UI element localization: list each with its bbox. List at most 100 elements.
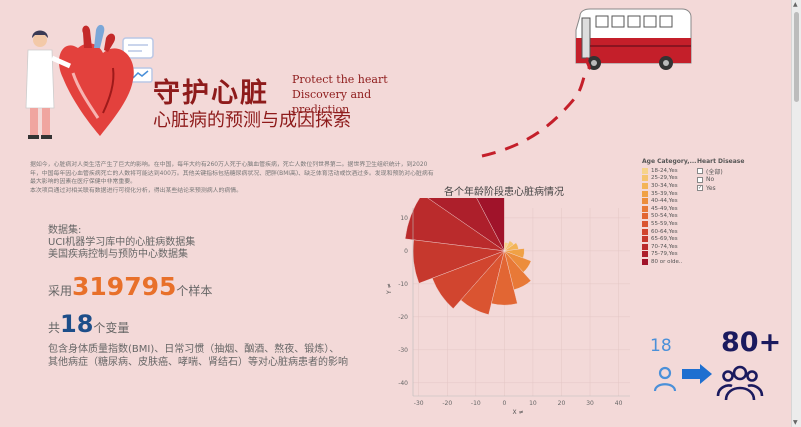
- dataset-stats: 数据集: UCI机器学习库中的心脏病数据集 美国疾病控制与预防中心数据集 采用3…: [48, 224, 428, 368]
- checkbox-checked[interactable]: ✓: [697, 185, 703, 192]
- legend-swatch: [642, 205, 648, 212]
- big-count: 80+: [721, 327, 782, 358]
- filter-option-label: (全部): [706, 168, 723, 176]
- y-tick-label: -10: [398, 281, 408, 288]
- chart-wedge-25-29-yes[interactable]: [504, 240, 515, 252]
- title-en-line2: Discovery and prediction: [292, 88, 372, 116]
- legend-label: 65-69,Yes: [651, 236, 678, 243]
- legend-swatch: [642, 182, 648, 189]
- filter-title: Heart Disease: [697, 158, 745, 165]
- chart-wedge-40-44-yes[interactable]: [504, 250, 532, 273]
- legend-label: 60-64,Yes: [651, 228, 678, 235]
- age-legend: Age Category,... 18-24,Yes 25-29,Yes 30-34…: [642, 158, 696, 266]
- chart-wedge-45-49-yes[interactable]: [504, 250, 532, 290]
- y-axis-label: Y ≠: [386, 283, 393, 295]
- legend-item[interactable]: 45-49,Yes: [642, 205, 696, 213]
- chart-wedges[interactable]: [404, 198, 532, 315]
- legend-swatch: [642, 228, 648, 235]
- legend-item[interactable]: 40-44,Yes: [642, 197, 696, 205]
- legend-item[interactable]: 35-39,Yes: [642, 190, 696, 198]
- legend-item[interactable]: 25-29,Yes: [642, 175, 696, 183]
- age-polar-chart[interactable]: -30 -20 -10 0 10 20 30 40 10 0 -10 -20 -30 -40 Y ≠ X …: [385, 198, 635, 418]
- legend-item[interactable]: 50-54,Yes: [642, 213, 696, 221]
- person-icon: [653, 366, 677, 392]
- chart-wedge-60-64-yes[interactable]: [432, 250, 505, 309]
- legend-item[interactable]: 18-24,Yes: [642, 167, 696, 175]
- var-prefix: 共: [48, 321, 61, 335]
- dataset-label: 数据集:: [48, 225, 82, 236]
- scroll-down-icon[interactable]: ▼: [793, 419, 798, 426]
- scroll-thumb[interactable]: [794, 12, 799, 102]
- legend-swatch: [642, 175, 648, 182]
- sample-suffix: 个样本: [176, 284, 213, 298]
- legend-swatch: [642, 213, 648, 220]
- x-tick-label: -20: [442, 400, 452, 407]
- scroll-up-icon[interactable]: ▲: [793, 1, 798, 8]
- x-tick-label: -30: [414, 400, 424, 407]
- legend-label: 80 or olde..: [651, 258, 683, 265]
- filter-option-all[interactable]: (全部): [697, 167, 744, 176]
- variable-count-row: 共18个变量: [48, 310, 129, 338]
- legend-label: 30-34,Yes: [651, 182, 678, 189]
- legend-swatch: [642, 198, 648, 205]
- variable-desc-line2: 其他病症（糖尿病、皮肤癌、哮喘、肾结石）等对心脏病患者的影响: [48, 356, 348, 368]
- checkbox[interactable]: [697, 168, 703, 175]
- filter-option-yes[interactable]: ✓ Yes: [697, 184, 744, 193]
- page-title: 守护心脏: [153, 78, 269, 109]
- people-icons: [653, 364, 764, 401]
- chart-wedge-35-39-yes[interactable]: [504, 248, 525, 259]
- legend-item[interactable]: 65-69,Yes: [642, 235, 696, 243]
- chart-wedge-18-24-yes[interactable]: [504, 242, 509, 251]
- y-tick-label: -30: [398, 347, 408, 354]
- legend-items: 18-24,Yes 25-29,Yes 30-34,Yes 35-39,Yes 40-4…: [642, 167, 696, 266]
- heart-disease-filter: Heart Disease (全部) No ✓ Yes: [697, 158, 744, 193]
- chart-axes: -30 -20 -10 0 10 20 30 40 10 0 -10 -20 -30 -40: [398, 208, 630, 407]
- filter-option-no[interactable]: No: [697, 176, 744, 185]
- legend-item[interactable]: 75-79,Yes: [642, 251, 696, 259]
- x-axis-label: X ≠: [512, 409, 523, 416]
- chart-wedge-50-54-yes[interactable]: [491, 250, 518, 306]
- legend-label: 40-44,Yes: [651, 198, 678, 205]
- var-suffix: 个变量: [93, 321, 130, 335]
- legend-swatch: [642, 243, 648, 250]
- dataset-item-uci: UCI机器学习库中的心脏病数据集: [48, 237, 196, 248]
- legend-item[interactable]: 55-59,Yes: [642, 220, 696, 228]
- legend-swatch: [642, 258, 648, 265]
- page-subtitle: 心脏病的预测与成因探索: [153, 110, 351, 131]
- chart-wedge-30-34-yes[interactable]: [504, 242, 519, 252]
- chart-card-icon: [122, 37, 154, 59]
- chart-wedge-75-79-yes[interactable]: [417, 198, 505, 252]
- y-tick-label: -20: [398, 314, 408, 321]
- x-tick-label: 0: [502, 400, 506, 407]
- legend-label: 18-24,Yes: [651, 167, 678, 174]
- intro-paragraph-1: 据如今，心脏病对人类生活产生了巨大的影响。在中国，每年大约有260万人死于心脑血…: [30, 162, 434, 186]
- arrow-right-icon: [682, 364, 712, 384]
- sample-count-row: 采用319795个样本: [48, 272, 212, 301]
- variable-count: 18: [60, 310, 94, 338]
- group-icon: [716, 365, 764, 401]
- legend-item[interactable]: 80 or olde..: [642, 258, 696, 266]
- filter-option-label: No: [706, 176, 715, 184]
- variable-desc-line1: 包含身体质量指数(BMI)、日常习惯（抽烟、酗酒、熬夜、锻炼）、: [48, 344, 340, 355]
- x-tick-label: 10: [529, 400, 537, 407]
- bus-trail-dashes: [481, 56, 591, 158]
- legend-swatch: [642, 190, 648, 197]
- dataset-item-cdc: 美国疾病控制与预防中心数据集: [48, 249, 188, 260]
- legend-item[interactable]: 60-64,Yes: [642, 228, 696, 236]
- chart-wedge-70-74-yes[interactable]: [404, 198, 505, 252]
- chart-wedge-65-69-yes[interactable]: [412, 239, 505, 284]
- legend-swatch: [642, 167, 648, 174]
- vertical-scrollbar[interactable]: ▲ ▼: [791, 0, 801, 427]
- checkbox[interactable]: [697, 176, 703, 183]
- y-tick-label: -40: [398, 380, 408, 387]
- chart-title: 各个年龄阶段患心脏病情况: [444, 187, 564, 198]
- small-count: 18: [650, 336, 672, 356]
- variable-description: 包含身体质量指数(BMI)、日常习惯（抽烟、酗酒、熬夜、锻炼）、 其他病症（糖尿…: [48, 344, 388, 369]
- y-tick-label: 10: [400, 215, 408, 222]
- legend-item[interactable]: 30-34,Yes: [642, 182, 696, 190]
- filter-option-label: Yes: [706, 184, 716, 192]
- legend-label: 70-74,Yes: [651, 243, 678, 250]
- chart-wedge-55-59-yes[interactable]: [460, 250, 505, 315]
- chart-wedge-80-or-olde-[interactable]: [451, 198, 505, 251]
- legend-item[interactable]: 70-74,Yes: [642, 243, 696, 251]
